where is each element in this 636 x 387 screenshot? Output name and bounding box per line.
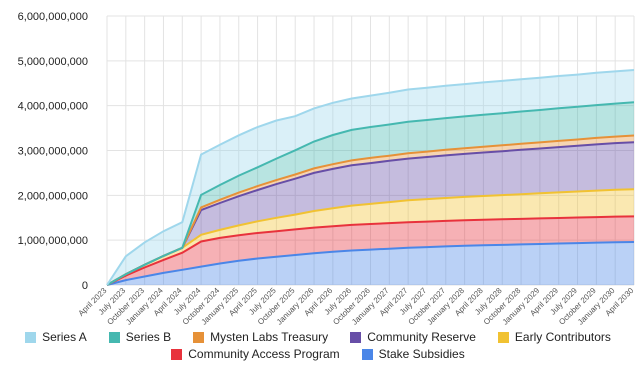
y-tick-label: 0 — [82, 280, 88, 292]
legend-swatch — [25, 331, 37, 343]
area-early-contributors — [107, 189, 634, 285]
legend-label: Community Access Program — [188, 347, 340, 361]
legend-item-stake-subsidies: Stake Subsidies — [361, 347, 465, 361]
line-series-a — [106, 69, 635, 286]
line-mysten-labs-treasury — [106, 134, 635, 286]
legend-swatch — [497, 331, 509, 343]
area-series-b — [107, 102, 634, 285]
legend-label: Stake Subsidies — [378, 347, 465, 361]
y-tick-label: 3,000,000,000 — [18, 146, 88, 158]
series-lines — [106, 69, 635, 286]
legend-item-series-a: Series A — [25, 330, 87, 344]
line-community-access-program — [106, 215, 635, 286]
legend-item-community-access-program: Community Access Program — [171, 347, 340, 361]
legend-label: Series A — [42, 330, 87, 344]
area-series-a — [107, 70, 634, 285]
area-community-reserve — [107, 142, 634, 285]
legend-label: Series B — [125, 330, 172, 344]
legend-item-series-b: Series B — [108, 330, 172, 344]
legend-row-top: Series A Series B Mysten Labs Treasury Comm… — [0, 330, 636, 344]
area-series — [107, 70, 634, 285]
legend-label: Community Reserve — [367, 330, 476, 344]
line-series-b — [106, 101, 635, 286]
area-community-access-program — [107, 216, 634, 285]
y-axis: 0 1,000,000,000 2,000,000,000 3,000,000,000… — [18, 11, 88, 292]
y-tick-label: 5,000,000,000 — [18, 56, 88, 68]
legend-swatch — [361, 348, 373, 360]
legend-item-community-reserve: Community Reserve — [350, 330, 476, 344]
legend-swatch — [350, 331, 362, 343]
legend-swatch — [171, 348, 183, 360]
legend-item-mysten-labs-treasury: Mysten Labs Treasury — [193, 330, 328, 344]
legend-swatch — [108, 331, 120, 343]
y-tick-label: 6,000,000,000 — [18, 11, 88, 23]
y-tick-label: 1,000,000,000 — [18, 235, 88, 247]
line-early-contributors — [106, 188, 635, 286]
legend-row-bottom: Community Access Program Stake Subsidies — [0, 347, 636, 361]
legend-item-early-contributors: Early Contributors — [497, 330, 611, 344]
legend-label: Early Contributors — [514, 330, 611, 344]
y-tick-label: 2,000,000,000 — [18, 190, 88, 202]
area-stake-subsidies — [107, 242, 634, 285]
legend-swatch — [193, 331, 205, 343]
legend-label: Mysten Labs Treasury — [210, 330, 329, 344]
y-tick-label: 4,000,000,000 — [18, 101, 88, 113]
line-stake-subsidies — [106, 241, 635, 286]
